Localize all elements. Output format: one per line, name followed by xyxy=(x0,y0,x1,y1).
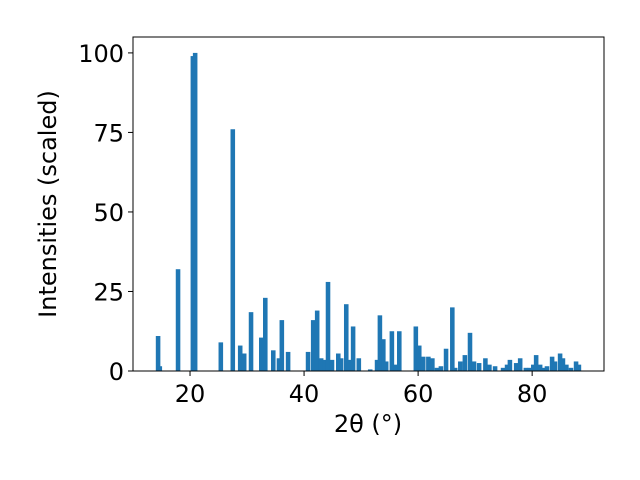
y-tick-label: 25 xyxy=(93,278,124,306)
y-tick-label: 50 xyxy=(93,199,124,227)
bar xyxy=(329,359,335,371)
bar xyxy=(248,312,254,371)
bar xyxy=(241,353,247,371)
bar xyxy=(393,364,398,371)
bar xyxy=(504,364,510,371)
bar xyxy=(492,366,498,371)
bar xyxy=(263,297,268,371)
bar xyxy=(314,310,320,371)
bar xyxy=(305,351,311,371)
bar xyxy=(568,367,574,371)
bar xyxy=(438,366,444,371)
bar xyxy=(285,351,291,371)
bar xyxy=(413,326,419,371)
bar xyxy=(416,345,422,371)
bar xyxy=(374,359,380,371)
bar xyxy=(544,366,550,371)
bar xyxy=(218,342,224,371)
bar xyxy=(434,367,440,371)
bar xyxy=(452,367,458,371)
bar xyxy=(507,359,513,371)
x-tick-label: 20 xyxy=(175,380,206,408)
bar xyxy=(576,364,582,371)
bar xyxy=(259,337,264,371)
bar xyxy=(467,332,473,371)
bar xyxy=(367,369,373,371)
bar xyxy=(517,358,523,371)
bar xyxy=(381,339,386,371)
bar xyxy=(350,326,356,371)
y-tick-label: 75 xyxy=(93,119,124,147)
bar xyxy=(483,358,488,371)
plot-frame xyxy=(132,36,605,372)
x-tick-label: 40 xyxy=(289,380,320,408)
bar xyxy=(276,358,282,371)
bar xyxy=(356,358,362,371)
bar xyxy=(527,367,533,371)
bar xyxy=(237,345,243,371)
bar xyxy=(564,364,569,371)
y-tick-label: 0 xyxy=(109,358,124,386)
bar xyxy=(462,355,468,371)
bar xyxy=(230,129,236,371)
y-tick-label: 100 xyxy=(78,40,124,68)
bar xyxy=(338,358,344,371)
bar xyxy=(549,356,555,371)
bar xyxy=(426,356,431,371)
bar xyxy=(310,320,316,371)
bar xyxy=(523,367,529,371)
bar xyxy=(322,359,328,371)
bar xyxy=(346,359,352,371)
bar xyxy=(471,361,477,371)
bar xyxy=(175,269,181,371)
bar xyxy=(476,363,482,371)
bar xyxy=(430,358,435,371)
bar xyxy=(450,307,455,371)
bar xyxy=(389,331,395,371)
bar xyxy=(383,361,389,371)
bar xyxy=(540,367,546,371)
bar xyxy=(487,364,492,371)
bar xyxy=(157,366,163,371)
bar xyxy=(420,356,426,371)
bar xyxy=(513,363,519,371)
bar xyxy=(155,336,161,371)
x-tick-label: 80 xyxy=(517,380,548,408)
x-tick-label: 60 xyxy=(403,380,434,408)
bar xyxy=(533,355,539,371)
bar xyxy=(557,353,563,371)
bar xyxy=(552,361,558,371)
bar xyxy=(325,281,331,371)
y-axis-label: Intensities (scaled) xyxy=(34,90,62,318)
bar xyxy=(343,304,349,371)
bar xyxy=(537,364,543,371)
x-axis-label: 2θ (°) xyxy=(334,410,402,438)
bar xyxy=(318,358,324,371)
bar xyxy=(279,320,285,371)
bar xyxy=(531,364,536,371)
bar xyxy=(560,358,566,371)
bar xyxy=(377,315,383,371)
bar xyxy=(397,331,402,371)
bar xyxy=(573,361,579,371)
bar xyxy=(500,367,506,371)
bar xyxy=(192,52,198,372)
bar xyxy=(335,353,341,371)
bar xyxy=(270,350,276,371)
bar xyxy=(443,348,449,371)
bar xyxy=(458,361,463,371)
